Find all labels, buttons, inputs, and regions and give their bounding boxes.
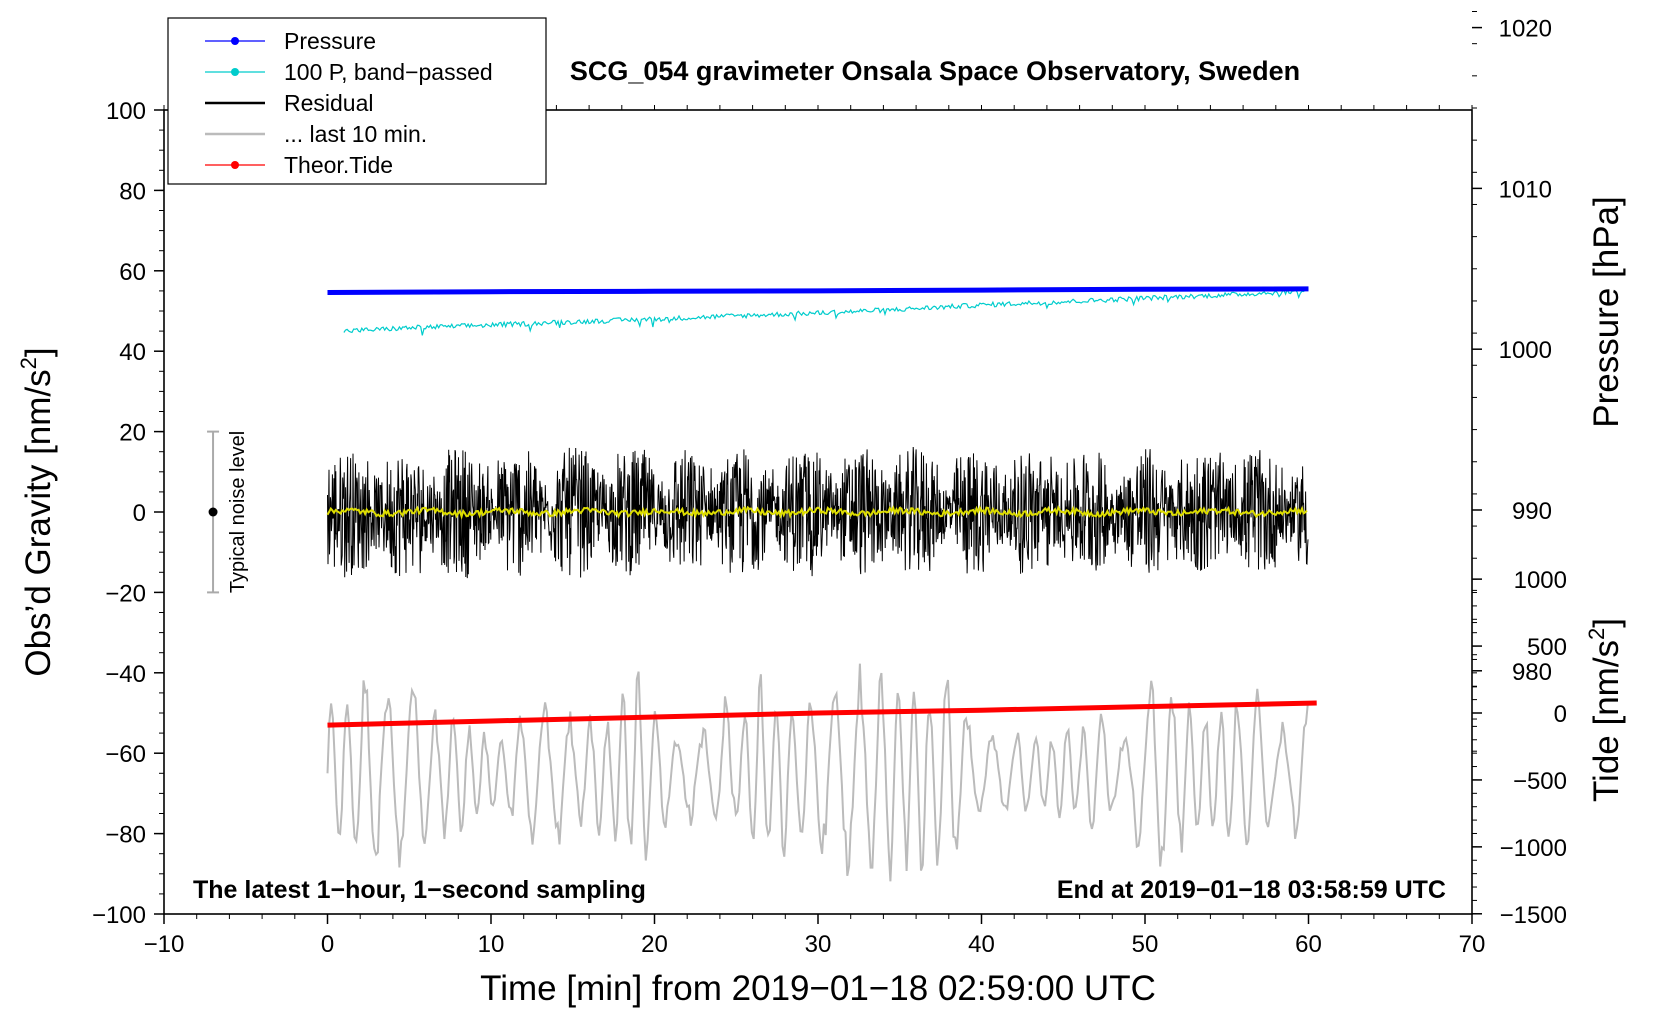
annotation-end-time: End at 2019−01−18 03:58:59 UTC bbox=[1057, 876, 1446, 904]
x-tick-label: 40 bbox=[968, 931, 995, 958]
y-tick-label: −20 bbox=[105, 580, 146, 607]
x-tick-label: 50 bbox=[1132, 931, 1159, 958]
x-tick-label: −10 bbox=[144, 931, 185, 958]
legend-label: Theor.Tide bbox=[284, 152, 393, 178]
y-axis-label-sup: 2 bbox=[16, 357, 41, 369]
y-tick-label: 20 bbox=[119, 420, 146, 447]
legend-marker bbox=[231, 68, 239, 76]
legend-marker bbox=[231, 37, 239, 45]
tide-tick-label: 0 bbox=[1554, 701, 1567, 728]
x-tick-label: 60 bbox=[1295, 931, 1322, 958]
tide-tick-label: 1000 bbox=[1514, 567, 1567, 594]
x-tick-label: 20 bbox=[641, 931, 668, 958]
series-residual-smoothed bbox=[326, 504, 1308, 520]
tide-tick-label: 500 bbox=[1527, 634, 1567, 661]
y-axis-pressure: 1030102010101000990980 bbox=[1472, 11, 1552, 752]
y-tick-label: −80 bbox=[105, 822, 146, 849]
tide-axis-label-main: Tide [nm/s bbox=[1587, 640, 1626, 802]
noise-bar bbox=[207, 430, 220, 594]
legend-label: 100 P, band−passed bbox=[284, 59, 493, 85]
pressure-tick-label: 1000 bbox=[1499, 337, 1552, 364]
y-axis-label-end: ] bbox=[19, 347, 58, 357]
tide-axis-label-end: ] bbox=[1587, 618, 1626, 628]
series-theor-tide bbox=[327, 700, 1317, 728]
series-pressure bbox=[327, 286, 1309, 295]
annotation-sampling: The latest 1−hour, 1−second sampling bbox=[193, 876, 646, 904]
legend: Pressure 100 P, band−passed Residual ... la… bbox=[167, 17, 547, 185]
y-axis-label-main: Obs’d Gravity [nm/s bbox=[19, 369, 58, 676]
series-residual bbox=[327, 446, 1309, 579]
y-axis-tide: 1000 500 0 −500 −1000 −1500 bbox=[1472, 567, 1567, 929]
x-tick-label: 30 bbox=[805, 931, 832, 958]
legend-label: Residual bbox=[284, 90, 374, 116]
pressure-tick-label: 1010 bbox=[1499, 176, 1552, 203]
y-tick-label: 60 bbox=[119, 259, 146, 286]
x-axis: −10 0 10 20 30 40 50 60 70 bbox=[144, 105, 1486, 958]
pressure-tick-label: 990 bbox=[1512, 498, 1552, 525]
y-tick-label: 100 bbox=[106, 98, 146, 125]
tide-axis-label: Tide [nm/s2] bbox=[1584, 618, 1626, 802]
tide-tick-label: −500 bbox=[1513, 768, 1567, 795]
noise-label: Typical noise level bbox=[227, 431, 249, 593]
legend-box bbox=[167, 17, 547, 185]
legend-marker bbox=[231, 161, 239, 169]
y-tick-label: 80 bbox=[119, 178, 146, 205]
y-tick-label: −100 bbox=[92, 902, 146, 929]
legend-label: ... last 10 min. bbox=[284, 121, 427, 147]
pressure-tick-label: 1020 bbox=[1499, 16, 1552, 43]
tide-tick-label: −1500 bbox=[1500, 902, 1567, 929]
x-tick-label: 10 bbox=[478, 931, 505, 958]
y-tick-label: 40 bbox=[119, 339, 146, 366]
y-tick-label: −40 bbox=[105, 661, 146, 688]
x-tick-label: 0 bbox=[321, 931, 334, 958]
y-tick-label: −60 bbox=[105, 741, 146, 768]
series-layer bbox=[326, 286, 1317, 882]
chart-title: SCG_054 gravimeter Onsala Space Observat… bbox=[570, 56, 1300, 86]
y-tick-label: 0 bbox=[133, 500, 146, 527]
series-last-10-min bbox=[326, 663, 1309, 882]
noise-bar-center-dot bbox=[208, 507, 218, 517]
y-axis-gravity: 100 80 60 40 20 0 −20 −40 −60 −80 −100 bbox=[92, 98, 164, 929]
series-band-passed-pressure bbox=[343, 288, 1307, 336]
tide-axis-label-sup: 2 bbox=[1584, 628, 1609, 640]
y-axis-label: Obs’d Gravity [nm/s2] bbox=[16, 347, 58, 676]
pressure-axis-label: Pressure [hPa] bbox=[1587, 196, 1626, 428]
legend-label: Pressure bbox=[284, 28, 376, 54]
tide-tick-label: −1000 bbox=[1500, 835, 1567, 862]
x-axis-label: Time [min] from 2019−01−18 02:59:00 UTC bbox=[480, 969, 1156, 1008]
x-tick-label: 70 bbox=[1459, 931, 1486, 958]
pressure-tick-label: 980 bbox=[1512, 659, 1552, 686]
